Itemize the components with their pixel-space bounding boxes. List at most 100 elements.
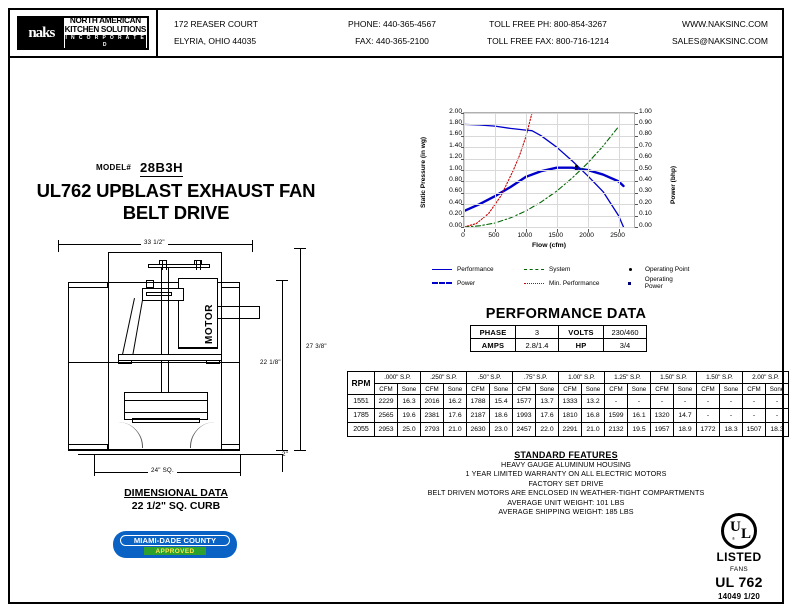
performance-data-row: PHASE 3 VOLTS 230/460	[470, 325, 647, 339]
toll-free-fax: TOLL FREE FAX: 800-716-1214	[487, 36, 609, 46]
table-cell-value: 15.4	[489, 394, 513, 409]
chart-y-tick-mark	[461, 158, 464, 160]
chart-x-tick-mark	[494, 229, 496, 232]
chart-y2-tick-label: 0.30	[639, 187, 652, 195]
chart-y-tick-mark	[461, 204, 464, 206]
email-link[interactable]: SALES@NAKSINC.COM	[671, 36, 768, 46]
table-cell-value: 1320	[650, 408, 674, 423]
ul-mark-icon: U L ®	[721, 513, 757, 549]
table-cell-value: 1333	[558, 394, 582, 409]
table-cell-value: -	[719, 394, 743, 409]
table-cell-value: 1788	[466, 394, 490, 409]
table-cell-value: -	[719, 408, 743, 423]
table-cell-rpm: 1785	[347, 408, 375, 423]
table-subheader-sone: Sone	[443, 383, 467, 395]
chart-y-tick-mark	[461, 147, 464, 149]
table-cell-value: 2457	[512, 422, 536, 437]
table-cell-value: 2229	[374, 394, 398, 409]
table-cell-value: 1993	[512, 408, 536, 423]
table-cell-value: 19.5	[627, 422, 651, 437]
table-cell-value: -	[765, 394, 789, 409]
table-cell-value: -	[627, 394, 651, 409]
legend-label-performance: Performance	[457, 266, 494, 273]
chart-y2-tick-label: 0.20	[639, 198, 652, 206]
table-subheader-cfm: CFM	[374, 383, 398, 395]
table-cell-value: 13.2	[581, 394, 605, 409]
chart-x-tick-mark	[556, 229, 558, 232]
chart-y-tick-mark	[461, 181, 464, 183]
drawing-caption-title: DIMENSIONAL DATA	[16, 487, 336, 499]
table-cell-value: 1507	[742, 422, 766, 437]
dimensional-drawing: 33 1/2" MOTOR	[56, 232, 348, 482]
miami-dade-approved-label: APPROVED	[144, 547, 206, 555]
fan-curve-chart: Static Pressure (in wg) Power (bhp) Flow…	[420, 104, 677, 256]
chart-y-tick-label: 0.40	[449, 198, 462, 206]
chart-y-tick-mark	[461, 113, 464, 114]
table-subheader-sone: Sone	[765, 383, 789, 395]
performance-data-table: PHASE 3 VOLTS 230/460 AMPS 2.8/1.4 HP 3/4	[470, 325, 647, 352]
table-subheader-cfm: CFM	[650, 383, 674, 395]
table-cell-rpm: 1551	[347, 394, 375, 409]
chart-y2-tick-label: 0.70	[639, 141, 652, 149]
table-cell-value: 16.2	[443, 394, 467, 409]
table-cell-value: 1810	[558, 408, 582, 423]
performance-data-value: 2.8/1.4	[515, 338, 559, 352]
legend-label-operating-point: Operating Point	[645, 266, 690, 273]
legend-label-system: System	[549, 266, 571, 273]
table-header-static-pressure: .50" S.P.	[466, 371, 513, 384]
table-subheader-cfm: CFM	[604, 383, 628, 395]
table-row: 1785 2565 19.6 2381 17.6 2187 18.6 1993 17.6 1810…	[347, 408, 789, 423]
chart-gridline-horizontal	[464, 204, 634, 206]
logo-line-2: KITCHEN SOLUTIONS	[64, 25, 147, 34]
table-cell-value: -	[742, 408, 766, 423]
chart-y-tick-mark	[461, 192, 464, 194]
table-subheader-cfm: CFM	[558, 383, 582, 395]
table-cell-value: 19.6	[397, 408, 421, 423]
table-cell-value: 18.6	[489, 408, 513, 423]
chart-y2-tick-label: 0.60	[639, 153, 652, 161]
chart-gridline-horizontal	[464, 181, 634, 183]
chart-x-tick-label: 0	[461, 232, 465, 239]
chart-x-tick-label: 2000	[579, 232, 594, 239]
chart-series-performance	[464, 123, 625, 227]
chart-x-axis-label: Flow (cfm)	[532, 242, 566, 249]
table-header-rpm: RPM	[347, 371, 375, 395]
drawing-caption-sub: 22 1/2" SQ. CURB	[131, 500, 221, 512]
table-cell-value: 23.0	[489, 422, 513, 437]
chart-gridline-horizontal	[464, 158, 634, 160]
ul-listed-text: LISTED	[716, 550, 762, 564]
chart-series-min-performance	[464, 113, 533, 227]
table-cell-value: -	[742, 394, 766, 409]
chart-gridline-horizontal	[464, 170, 634, 171]
table-header-static-pressure: .250" S.P.	[420, 371, 467, 384]
standard-feature-line: HEAVY GAUGE ALUMINUM HOUSING	[501, 460, 631, 469]
chart-y2-tick-mark	[635, 147, 638, 149]
header-tollfree-block: TOLL FREE PH: 800-854-3267 TOLL FREE FAX…	[470, 10, 626, 56]
table-header-static-pressure: .000" S.P.	[374, 371, 421, 384]
ul-code-text: 14049 1/20	[717, 592, 761, 601]
standard-feature-line: AVERAGE SHIPPING WEIGHT: 185 LBS	[498, 507, 634, 517]
chart-y-tick-label: 1.60	[449, 130, 462, 138]
website-link[interactable]: WWW.NAKSINC.COM	[682, 19, 768, 29]
chart-y2-tick-mark	[635, 158, 638, 160]
table-cell-value: 2381	[420, 408, 444, 423]
table-subheader-cfm: CFM	[512, 383, 536, 395]
chart-y-tick-label: 1.20	[449, 153, 462, 161]
page-border	[8, 8, 784, 604]
table-cell-value: 18.3	[765, 422, 789, 437]
chart-y-tick-label: 2.00	[449, 107, 462, 115]
dim-width-label: 33 1/2"	[141, 239, 168, 246]
chart-y2-tick-mark	[635, 135, 638, 137]
table-cell-value: -	[650, 394, 674, 409]
table-cell-value: 1577	[512, 394, 536, 409]
dim-height2-label: 22 1/8"	[260, 359, 281, 366]
ul-mark-u: U	[730, 519, 741, 535]
performance-data-label: HP	[558, 338, 604, 352]
table-cell-value: 2291	[558, 422, 582, 437]
chart-y2-tick-mark	[635, 192, 638, 194]
table-header-static-pressure: 1.25" S.P.	[604, 371, 651, 384]
chart-y-tick-mark	[461, 124, 464, 126]
motor-label: MOTOR	[204, 303, 215, 344]
chart-x-tick-label: 1500	[548, 232, 564, 239]
